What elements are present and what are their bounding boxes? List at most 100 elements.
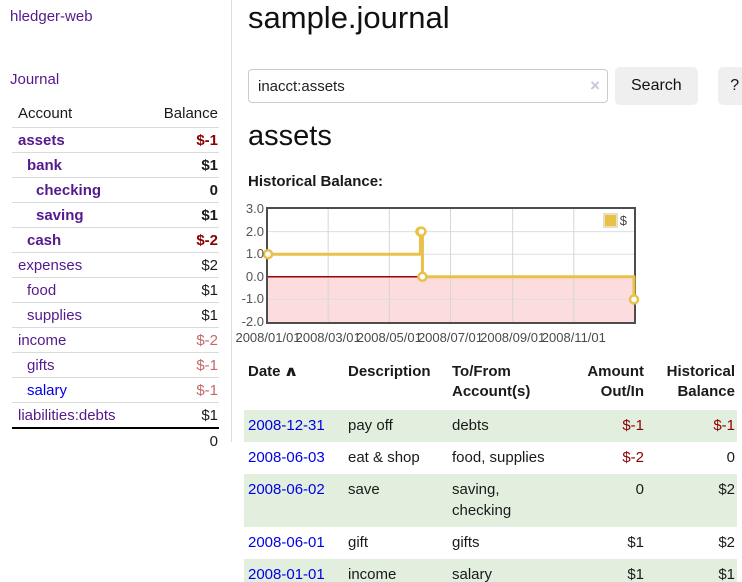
transaction-accounts: food, supplies [452,449,545,466]
search-button[interactable]: Search [615,67,698,105]
account-link[interactable]: assets [18,131,65,149]
account-balance: $1 [142,202,219,228]
main-content: sample.journal × Search ? assets Histori… [235,0,742,582]
help-button[interactable]: ? [717,67,742,105]
transaction-amount: 0 [635,481,644,498]
transaction-balance: $-1 [713,417,735,434]
accounts-header-balance: Balance [163,105,218,122]
account-row: income $-2 [12,327,219,353]
column-header-date[interactable]: Date ∧ [248,363,299,380]
transaction-date-link[interactable]: 2008-06-03 [248,449,325,466]
account-balance: $-2 [142,327,219,353]
transaction-accounts: saving, checking [452,481,512,519]
account-link[interactable]: income [18,331,67,349]
account-link[interactable]: supplies [27,306,83,324]
clear-search-icon[interactable]: × [590,76,600,95]
account-row: supplies $1 [12,302,219,328]
accounts-table: Account Balance assets $-1 bank $1 checking 0… [12,102,219,453]
column-header-description: Description [348,363,431,380]
account-balance: $-1 [142,377,219,403]
account-link[interactable]: food [27,281,57,299]
transaction-description: eat & shop [348,449,420,466]
transaction-row: 2008-01-01 income salary $1 $1 [244,559,737,582]
historical-balance-chart: $ 3.0 2.0 1.0 0.0 -1.0 -2.0 2008/01/01 2008/03/… [235,201,662,354]
page-title: sample.journal [248,0,450,35]
account-row: salary $-1 [12,377,219,403]
accounts-total: 0 [142,427,219,453]
account-row: food $1 [12,277,219,303]
transaction-description: income [348,566,397,582]
transaction-balance: $2 [718,534,735,551]
account-balance: $-2 [142,227,219,253]
register-table: Date ∧ Description To/From Account(s) Amo… [244,360,737,582]
y-axis-tick-label: -2.0 [241,314,264,329]
transaction-date-link[interactable]: 2008-12-31 [248,417,325,434]
x-axis-tick-label: 2008/07/01 [417,330,484,345]
x-axis-tick-label: 2008/11/01 [541,330,606,345]
transaction-row: 2008-06-01 gift gifts $1 $2 [244,527,737,559]
transaction-row: 2008-06-03 eat & shop food, supplies $-2 0 [244,442,737,474]
account-row: checking 0 [12,177,219,203]
brand-link[interactable]: hledger-web [10,8,93,25]
transaction-accounts: gifts [452,534,480,551]
transaction-balance: $1 [718,566,735,582]
x-axis-tick-label: 2008/09/01 [480,330,546,345]
transaction-accounts: debts [452,417,489,434]
account-link[interactable]: liabilities:debts [18,406,116,424]
account-link[interactable]: checking [36,181,102,199]
account-balance: $1 [142,152,219,178]
account-row: bank $1 [12,152,219,178]
transaction-amount: $-1 [622,417,644,434]
account-link[interactable]: expenses [18,256,83,274]
transaction-balance: $2 [718,481,735,498]
y-axis-tick-label: 2.0 [245,223,264,239]
transaction-accounts: salary [452,566,493,582]
account-link[interactable]: cash [27,231,62,249]
account-balance: 0 [142,177,219,203]
account-row: expenses $2 [12,252,219,278]
account-link[interactable]: salary [27,381,68,399]
transaction-date-link[interactable]: 2008-06-02 [248,481,325,498]
x-axis-tick-label: 2008/05/01 [356,330,422,345]
account-heading: assets [248,120,332,152]
legend-swatch-icon [602,213,618,228]
transaction-amount: $1 [627,534,644,551]
transaction-amount: $1 [627,566,644,582]
transaction-description: gift [348,534,369,551]
account-row: saving $1 [12,202,219,228]
transaction-description: pay off [348,417,393,434]
sort-asc-icon: ∧ [282,363,299,380]
account-link[interactable]: saving [36,206,84,224]
y-axis-tick-label: -1.0 [241,291,264,307]
account-row: cash $-2 [12,227,219,253]
search-input[interactable] [248,69,608,103]
account-link[interactable]: bank [27,156,63,174]
account-balance: $1 [142,302,219,328]
y-axis-tick-label: 0.0 [245,268,264,284]
column-header-amount: Amount Out/In [587,363,644,400]
transaction-date-link[interactable]: 2008-01-01 [248,566,325,582]
account-row: liabilities:debts $1 [12,402,219,428]
sidebar-item-journal[interactable]: Journal [10,71,60,88]
transaction-balance: 0 [726,449,735,466]
column-header-accounts: To/From Account(s) [452,363,531,400]
account-balance: $-1 [142,352,219,378]
account-row: assets $-1 [12,127,219,153]
account-balance: $1 [142,277,219,303]
accounts-header-account: Account [18,105,73,122]
column-header-balance: Historical Balance [666,363,735,400]
transaction-row: 2008-06-02 save saving, checking 0 $2 [244,474,737,527]
account-balance: $1 [142,402,219,428]
transaction-date-link[interactable]: 2008-06-01 [248,534,325,551]
search-form: × Search ? [248,67,742,105]
chart-plot-area[interactable]: $ [262,207,640,324]
y-axis-tick-label: 1.0 [245,246,264,262]
transaction-row: 2008-12-31 pay off debts $-1 $-1 [244,410,737,442]
account-link[interactable]: gifts [27,356,55,374]
y-axis-tick-label: 3.0 [245,201,264,216]
chart-heading: Historical Balance: [248,173,384,190]
account-balance: $2 [142,252,219,278]
transaction-amount: $-2 [622,449,644,466]
legend-label: $ [619,213,627,228]
